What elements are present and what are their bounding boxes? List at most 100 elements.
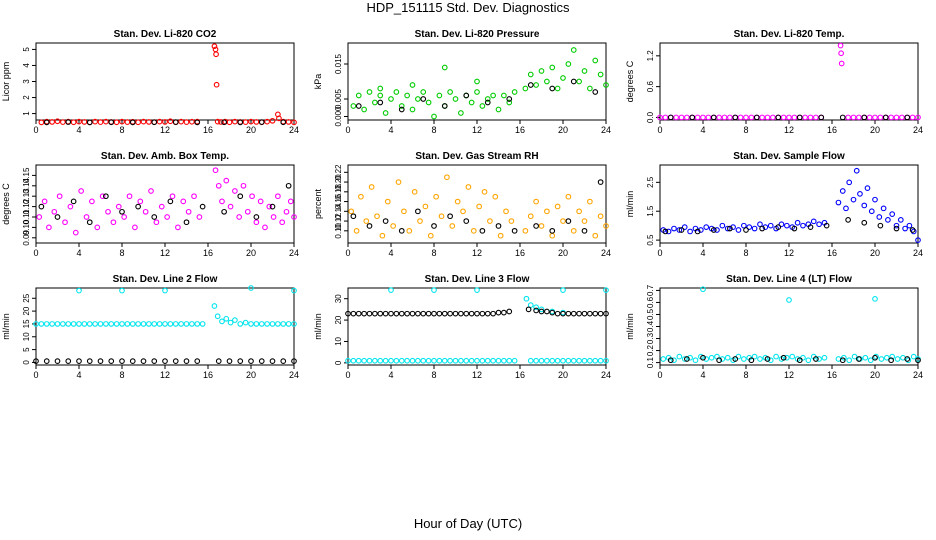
data-point (76, 358, 82, 365)
data-point (762, 224, 769, 230)
data-point (479, 357, 486, 364)
data-point (581, 68, 588, 74)
data-point (398, 357, 405, 364)
data-point (110, 219, 117, 226)
data-point (350, 103, 357, 109)
x-tick-label: 4 (388, 125, 393, 135)
data-point (415, 310, 421, 317)
data-point (142, 208, 149, 215)
data-point (522, 227, 529, 234)
data-point (786, 297, 792, 303)
data-point (816, 356, 822, 362)
data-point (393, 89, 400, 95)
data-point (285, 119, 292, 125)
data-point (215, 182, 222, 189)
data-point (549, 85, 556, 92)
data-point (581, 218, 588, 224)
x-tick-label: 16 (203, 125, 213, 135)
data-point (474, 357, 480, 364)
data-point (778, 221, 785, 228)
data-point (603, 223, 609, 229)
data-point (172, 321, 179, 327)
data-point (119, 118, 125, 125)
data-point (780, 114, 787, 121)
data-point (395, 179, 402, 185)
data-point (162, 287, 168, 294)
y-tick-label: 1.5 (646, 205, 655, 217)
data-point (411, 188, 418, 195)
data-point (692, 357, 699, 364)
series-2 (355, 78, 599, 113)
data-point (279, 219, 286, 226)
data-point (113, 119, 120, 126)
data-point (872, 295, 878, 302)
data-point (527, 82, 534, 88)
y-tick-label: 5 (22, 47, 31, 52)
plot-frame (347, 287, 607, 366)
data-point (415, 357, 421, 364)
data-point (549, 64, 556, 71)
x-tick-label: 12 (784, 370, 794, 380)
data-point (99, 193, 106, 200)
data-point (262, 224, 268, 231)
y-tick-label: 0.5 (646, 234, 655, 246)
data-point (476, 203, 483, 210)
data-point (786, 114, 792, 121)
data-point (183, 219, 190, 226)
data-point (501, 357, 507, 364)
data-point (237, 358, 244, 365)
data-point (527, 302, 534, 308)
data-point (51, 208, 58, 215)
data-point (716, 357, 722, 364)
data-point (119, 321, 125, 327)
y-tick-label: 0.11 (22, 209, 31, 225)
data-point (97, 358, 104, 365)
data-point (214, 118, 221, 125)
series-2 (662, 217, 916, 235)
data-point (425, 357, 432, 364)
data-point (425, 99, 432, 106)
y-tick-label: 0 (334, 360, 343, 365)
data-point (280, 321, 287, 327)
data-point (581, 227, 588, 234)
data-point (544, 308, 550, 315)
data-point (791, 114, 798, 121)
panel-6: Stan. Dev. Sample Flow ml/min 0 4 8 12 16 20 24 0… (625, 151, 923, 258)
panel-title: Stan. Dev. Li-820 Pressure (415, 29, 540, 40)
data-point (41, 198, 48, 205)
data-point (839, 357, 846, 364)
data-point (86, 119, 93, 126)
data-point (554, 310, 561, 317)
data-point (560, 218, 566, 224)
x-tick-label: 8 (431, 248, 436, 258)
data-point (888, 114, 894, 121)
data-point (821, 354, 828, 361)
data-point (420, 96, 427, 102)
data-point (388, 287, 394, 293)
data-point (533, 82, 539, 88)
data-point (81, 119, 88, 125)
x-tick-label: 0 (657, 370, 662, 380)
data-point (719, 356, 726, 362)
data-point (103, 321, 109, 327)
data-point (54, 118, 61, 125)
y-tick-label: 0.10 (334, 222, 343, 238)
data-point (253, 321, 260, 327)
data-point (76, 118, 82, 125)
y-tick-label: 0.16 (334, 193, 343, 209)
data-point (167, 321, 174, 327)
y-tick-label: 2 (22, 95, 31, 100)
data-point (368, 184, 375, 190)
panel-title: Stan. Dev. Line 4 (LT) Flow (726, 274, 852, 285)
data-point (845, 114, 851, 121)
y-tick-label: 0.14 (22, 177, 31, 193)
data-point (856, 356, 862, 362)
data-point (269, 321, 276, 327)
data-point (54, 214, 61, 220)
data-point (495, 106, 502, 113)
x-tick-label: 0 (657, 125, 662, 135)
x-tick-label: 16 (827, 370, 837, 380)
data-point (280, 119, 287, 126)
data-point (384, 198, 391, 205)
